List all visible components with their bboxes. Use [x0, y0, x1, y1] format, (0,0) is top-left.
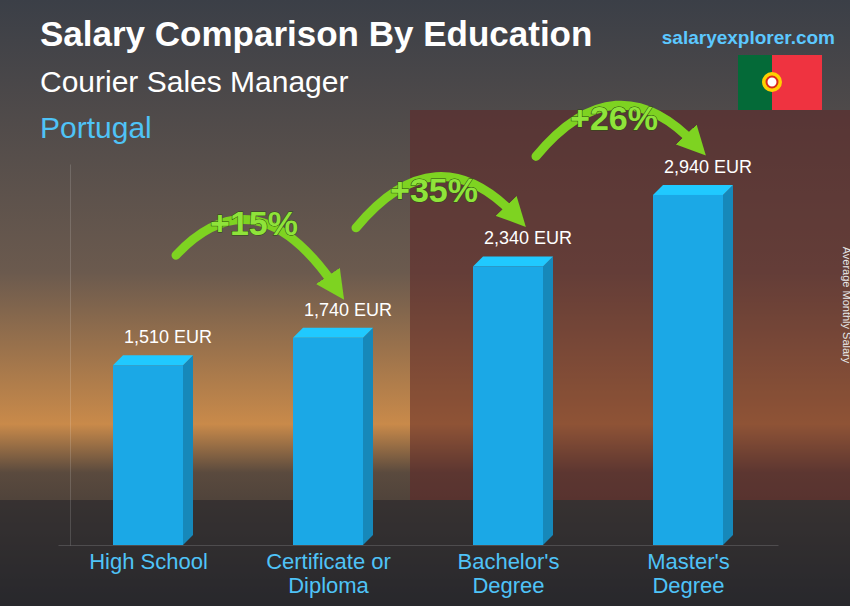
x-tick-label: Certificate orDiploma	[266, 549, 391, 598]
annotation-label: +35%	[390, 171, 478, 209]
bar	[653, 195, 723, 545]
bar-top	[113, 355, 193, 365]
x-tick-label-line: Master's	[647, 549, 729, 574]
x-tick-label-line: High School	[89, 549, 208, 574]
x-tick-label: Bachelor'sDegree	[457, 549, 559, 598]
annotation-label: +15%	[210, 204, 298, 242]
bar-side	[543, 256, 553, 545]
subtitle: Courier Sales Manager	[40, 65, 348, 98]
bar-top	[473, 256, 553, 266]
x-axis-line	[59, 545, 779, 546]
data-label: 2,940 EUR	[664, 157, 752, 177]
x-tick-label-line: Certificate or	[266, 549, 391, 574]
x-tick: Master'sDegree	[647, 545, 729, 598]
chart-svg: High School Certificate orDiploma Bachelor…	[0, 0, 850, 606]
bar	[113, 365, 183, 545]
x-tick-label-line: Degree	[472, 573, 544, 598]
y-axis	[70, 165, 71, 546]
source: salaryexplorer.com	[662, 27, 835, 48]
flag-emblem	[762, 72, 782, 92]
bar-side	[723, 185, 733, 545]
flag-shield	[767, 77, 778, 88]
x-tick-label-line: Diploma	[288, 573, 369, 598]
flag	[738, 55, 822, 110]
x-tick-label: High School	[89, 549, 208, 574]
y-axis-line	[70, 165, 71, 546]
background	[0, 0, 850, 606]
x-tick-label-line: Degree	[652, 573, 724, 598]
bar-side	[363, 328, 373, 545]
bar-top	[653, 185, 733, 195]
x-tick-label-line: Bachelor's	[457, 549, 559, 574]
x-tick: High School	[89, 545, 208, 574]
data-label: 1,510 EUR	[124, 327, 212, 347]
bar-side	[183, 355, 193, 545]
title: Salary Comparison By Education	[40, 14, 592, 53]
bar-top	[293, 328, 373, 338]
x-tick-label: Master'sDegree	[647, 549, 729, 598]
chart-container: High School Certificate orDiploma Bachelor…	[0, 0, 850, 606]
bar	[473, 266, 543, 545]
data-label: 1,740 EUR	[304, 300, 392, 320]
plot-area	[113, 185, 733, 545]
x-tick: Bachelor'sDegree	[457, 545, 559, 598]
bar	[293, 338, 363, 545]
data-label: 2,340 EUR	[484, 228, 572, 248]
y-axis-title: Average Monthly Salary	[841, 247, 850, 364]
annotation-label: +26%	[570, 99, 658, 137]
x-axis: High School Certificate orDiploma Bachelor…	[59, 545, 779, 598]
x-tick: Certificate orDiploma	[266, 545, 391, 598]
location: Portugal	[40, 111, 152, 144]
